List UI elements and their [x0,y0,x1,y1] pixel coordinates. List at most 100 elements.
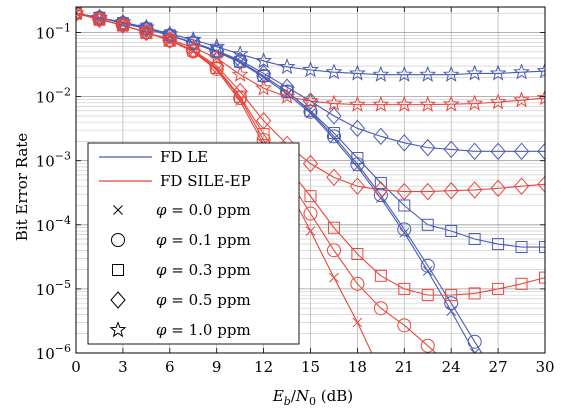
point-fd-le-phi-0-5 [420,138,436,157]
point-fd-sile-ep-phi-1 [372,95,390,112]
y-tick-label: 10−2 [36,86,71,107]
point-fd-sile-ep-phi-0-5 [349,177,366,195]
point-fd-le-phi-0-3 [492,238,505,251]
point-fd-sile-ep-phi-1 [489,93,507,110]
point-fd-sile-ep-phi-0-3 [140,26,153,39]
point-fd-le-phi-0 [446,306,457,316]
legend-entry-label: FD LE [160,148,208,166]
y-tick-label: 10−5 [36,278,71,299]
point-fd-le-phi-0-5 [466,142,483,161]
point-fd-le-phi-0 [469,348,480,353]
point-fd-sile-ep-phi-0-3 [187,44,200,57]
point-fd-le-phi-1 [419,65,437,82]
x-tick-label: 30 [535,358,554,376]
x-tick-label: 6 [165,358,175,376]
point-fd-sile-ep-phi-0 [305,226,316,236]
legend-entry-label: φ = 0.5 ppm [156,291,251,309]
point-fd-sile-ep-phi-1 [114,16,132,33]
point-fd-sile-ep-phi-0-3 [234,90,247,103]
point-fd-le-phi-0-5 [513,142,530,161]
legend-marker-circle [111,233,125,247]
series-line-fd-le-phi-1 [76,12,545,76]
x-tick-label: 0 [71,358,81,376]
point-fd-le-phi-1 [466,64,484,81]
point-fd-sile-ep-phi-1 [90,10,108,27]
point-fd-le-phi-0 [422,266,433,276]
x-tick-labels: 0 3 6 9 12 15 18 21 24 27 30 [71,358,554,376]
point-fd-le-phi-0-3 [445,225,458,238]
point-fd-le-phi-0 [399,227,410,238]
point-fd-le-phi-1 [442,65,460,82]
legend-marker-diamond [110,291,126,309]
point-fd-le-phi-1 [489,64,507,81]
point-fd-sile-ep-phi-0-3 [93,13,106,26]
point-fd-le-phi-1 [348,64,366,81]
axis-ticks [75,7,546,354]
point-fd-sile-ep-phi-0-3 [445,289,458,302]
point-fd-sile-ep-phi-1 [231,65,249,82]
point-fd-sile-ep-phi-1 [161,30,179,47]
x-tick-label: 3 [118,358,128,376]
point-fd-le-phi-0-3 [515,241,528,254]
y-axis-label: Bit Error Rate [13,133,31,241]
point-fd-sile-ep-phi-0-5 [396,182,412,201]
point-fd-sile-ep-phi-0-1 [303,206,318,221]
y-tick-label: 10−6 [36,342,71,363]
point-fd-sile-ep-phi-0-5 [443,181,459,200]
legend-entry-label: φ = 0.0 ppm [156,201,251,219]
point-fd-le-phi-0-3 [187,36,200,49]
point-fd-le-phi-0-5 [326,107,342,125]
point-fd-sile-ep-phi-0-1 [420,338,435,353]
legend-entry-label: FD SILE-EP [160,172,251,190]
point-fd-sile-ep-phi-1 [466,94,484,111]
point-fd-sile-ep-phi-0-5 [513,177,530,195]
point-fd-sile-ep-phi-1 [419,95,437,112]
y-tick-labels: 10−6 10−5 10−4 10−3 10−2 10−1 [36,22,71,363]
point-fd-sile-ep-phi-0-5 [490,179,506,198]
point-fd-sile-ep-phi-1 [395,95,413,112]
point-fd-sile-ep-phi-0-3 [515,277,528,290]
legend-marker-x [113,205,123,215]
point-fd-sile-ep-phi-0-3 [163,34,176,47]
legend: FD LE FD SILE-EP φ = 0.0 ppm φ = 0.1 ppm φ =… [87,142,300,345]
point-fd-le-phi-0-3 [468,233,481,246]
point-fd-le-phi-0 [141,23,152,34]
point-fd-sile-ep-phi-0-5 [302,154,319,173]
point-fd-sile-ep-phi-0 [352,317,363,328]
point-fd-sile-ep-phi-0-5 [420,182,436,201]
point-fd-sile-ep-phi-1 [536,89,545,106]
point-fd-sile-ep-phi-0-3 [116,19,129,32]
point-fd-le-phi-1 [372,65,390,82]
point-fd-sile-ep-phi-0 [164,35,175,46]
point-fd-le-phi-0-5 [349,119,366,138]
point-fd-le-phi-0-5 [490,142,506,161]
point-fd-le-phi-0-5 [396,134,412,152]
point-fd-le-phi-0-1 [444,296,459,311]
point-fd-le-phi-0-3 [539,241,545,254]
point-fd-sile-ep-phi-0-3 [492,282,505,295]
point-fd-sile-ep-phi-1 [513,91,531,108]
point-fd-sile-ep-phi-1 [302,92,319,109]
point-fd-le-phi-0-1 [280,84,295,99]
point-fd-sile-ep-phi-0-3 [327,221,340,234]
point-fd-sile-ep-phi-0-3 [468,287,481,300]
point-fd-le-phi-0-5 [537,142,545,161]
x-tick-label: 9 [212,358,222,376]
point-fd-le-phi-0-5 [162,26,178,45]
point-fd-le-phi-0-1 [397,222,412,237]
legend-entry-label: φ = 0.1 ppm [156,231,251,249]
point-fd-le-phi-0-3 [210,45,223,58]
x-tick-label: 18 [348,358,367,376]
point-fd-le-phi-1 [536,62,545,79]
point-fd-sile-ep-phi-0-1 [373,301,388,316]
y-tick-label: 10−3 [36,150,71,171]
point-fd-sile-ep-phi-1 [278,87,296,104]
point-fd-sile-ep-phi-1 [137,23,155,40]
point-fd-sile-ep-phi-1 [442,95,460,112]
point-fd-le-phi-0-1 [350,157,365,172]
point-fd-le-phi-1 [395,65,413,82]
point-fd-le-phi-0-1 [326,129,341,144]
point-fd-le-phi-0-5 [373,127,389,146]
point-fd-sile-ep-phi-0-3 [374,269,387,282]
